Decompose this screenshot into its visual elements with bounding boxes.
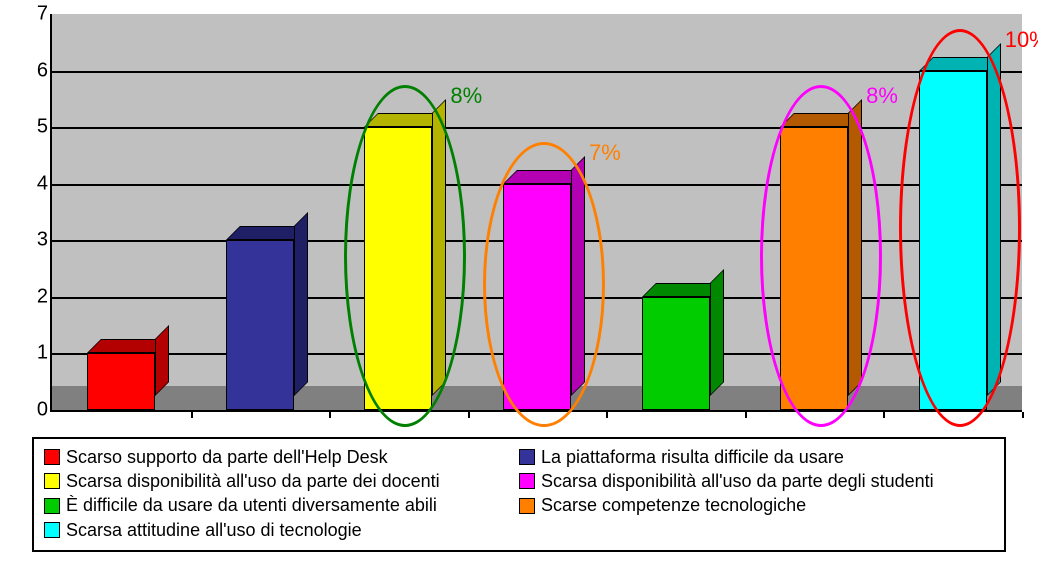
y-axis-tick-label: 3 xyxy=(24,229,48,252)
y-axis-tick-label: 7 xyxy=(24,3,48,26)
plot-area: 012345678%7%8%10% xyxy=(50,14,1022,412)
annotation-label: 10% xyxy=(1005,27,1038,53)
x-axis-tick xyxy=(468,412,470,418)
annotation-label: 7% xyxy=(589,140,621,166)
legend-swatch xyxy=(519,449,535,465)
x-axis-tick xyxy=(191,412,193,418)
bar xyxy=(226,240,294,410)
legend-item: È difficile da usare da utenti diversame… xyxy=(44,493,519,517)
x-axis-tick xyxy=(329,412,331,418)
legend: Scarso supporto da parte dell'Help Desk L… xyxy=(32,437,1006,552)
y-axis-tick-label: 5 xyxy=(24,116,48,139)
y-axis-tick-label: 4 xyxy=(24,172,48,195)
legend-item: Scarso supporto da parte dell'Help Desk xyxy=(44,445,519,469)
legend-item: Scarse competenze tecnologiche xyxy=(519,493,994,517)
gridline xyxy=(52,127,1022,129)
legend-label: La piattaforma risulta difficile da usar… xyxy=(541,445,844,469)
annotation-ellipse xyxy=(899,29,1021,427)
legend-item: La piattaforma risulta difficile da usar… xyxy=(519,445,994,469)
y-axis-tick-label: 0 xyxy=(24,399,48,422)
legend-item: Scarsa disponibilità all'uso da parte de… xyxy=(44,469,519,493)
legend-label: Scarsa attitudine all'uso di tecnologie xyxy=(66,518,362,542)
bar xyxy=(87,353,155,410)
bar-side xyxy=(710,269,724,396)
y-axis-tick-label: 1 xyxy=(24,342,48,365)
bar-side xyxy=(294,212,308,396)
x-axis-tick xyxy=(745,412,747,418)
legend-label: Scarse competenze tecnologiche xyxy=(541,493,806,517)
x-axis-tick xyxy=(606,412,608,418)
gridline xyxy=(52,71,1022,73)
legend-item: Scarsa attitudine all'uso di tecnologie xyxy=(44,518,519,542)
x-axis-tick xyxy=(1022,412,1024,418)
y-axis-tick-label: 6 xyxy=(24,59,48,82)
legend-swatch xyxy=(519,498,535,514)
chart-container: 0 1 2 3 4 5 6 7 8% 7% 8% 10% Scarso supporto da par… xyxy=(0,0,1038,566)
bar-front xyxy=(226,240,294,410)
annotation-label: 8% xyxy=(450,83,482,109)
legend-label: Scarsa disponibilità all'uso da parte de… xyxy=(541,469,934,493)
legend-label: Scarso supporto da parte dell'Help Desk xyxy=(66,445,388,469)
y-axis-tick-label: 2 xyxy=(24,285,48,308)
annotation-ellipse xyxy=(344,85,466,427)
x-axis-tick xyxy=(883,412,885,418)
legend-swatch xyxy=(44,449,60,465)
bar xyxy=(642,297,710,410)
legend-label: È difficile da usare da utenti diversame… xyxy=(66,493,437,517)
annotation-ellipse xyxy=(483,142,605,427)
bar-front xyxy=(642,297,710,410)
annotation-ellipse xyxy=(760,85,882,427)
bar-front xyxy=(87,353,155,410)
annotation-label: 8% xyxy=(866,83,898,109)
legend-item: Scarsa disponibilità all'uso da parte de… xyxy=(519,469,994,493)
legend-swatch xyxy=(44,522,60,538)
legend-swatch xyxy=(44,473,60,489)
legend-swatch xyxy=(44,498,60,514)
legend-label: Scarsa disponibilità all'uso da parte de… xyxy=(66,469,440,493)
legend-swatch xyxy=(519,473,535,489)
